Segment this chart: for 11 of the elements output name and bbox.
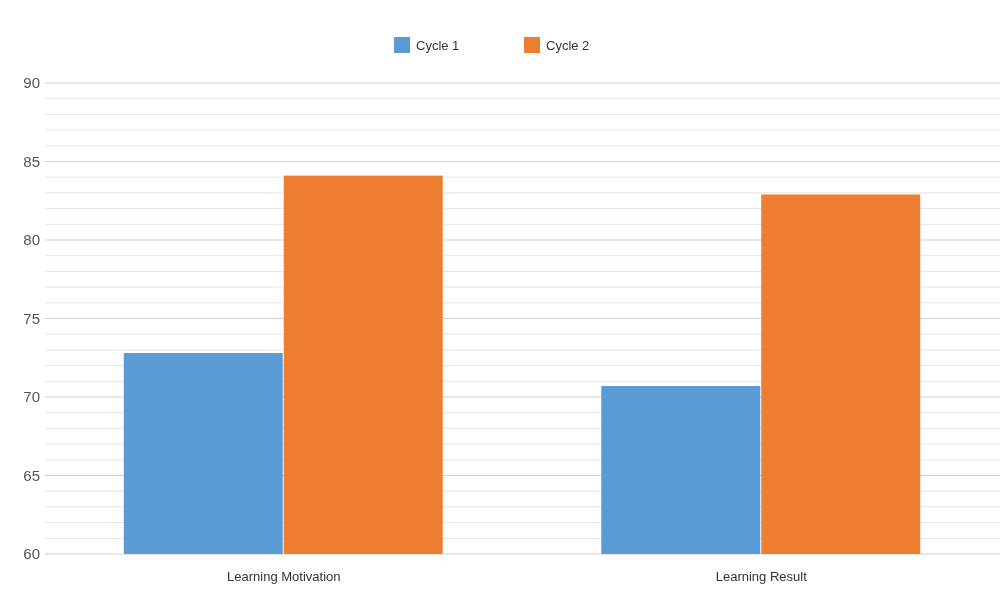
x-tick-label: Learning Result — [715, 569, 808, 584]
y-tick-label: 70 — [23, 388, 40, 406]
legend-label: Cycle 1 — [416, 37, 460, 53]
y-tick-label: 65 — [23, 466, 40, 484]
y-tick-label: 60 — [23, 545, 40, 563]
legend-label: Cycle 2 — [546, 37, 590, 53]
y-tick-label: 75 — [23, 309, 40, 327]
y-tick-label: 85 — [23, 152, 40, 170]
y-tick-label: 80 — [23, 231, 40, 249]
y-tick-label: 90 — [23, 74, 40, 92]
x-tick-label: Learning Motivation — [227, 569, 341, 584]
